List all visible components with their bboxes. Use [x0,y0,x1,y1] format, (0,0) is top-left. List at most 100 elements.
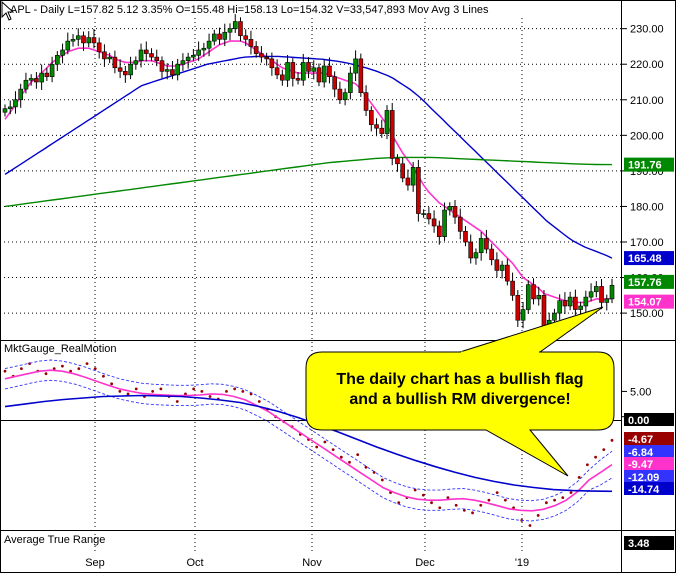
candle [44,67,50,81]
candle-body [23,79,29,90]
realmotion-point [495,491,499,494]
candle [457,208,463,240]
realmotion-point [421,493,425,497]
realmotion-point [85,362,89,365]
candle [248,30,254,55]
candle [18,83,23,108]
candle [107,52,112,64]
candle-body [452,206,458,218]
realmotion-point [126,392,130,396]
candle-body [248,39,254,47]
candle [410,162,416,192]
realmotion-point [430,501,433,505]
candle [316,63,322,87]
candle [39,64,44,90]
realmotion-point [93,367,97,371]
candle-body [536,295,542,300]
realmotion-point [585,463,589,467]
candle [300,53,306,86]
candle-body [463,231,468,243]
candle [49,56,55,83]
candle [321,59,327,88]
realmotion-point [208,395,212,398]
candle [259,46,264,63]
candle-body [379,127,385,134]
realmotion-point [413,488,417,492]
candle [70,34,76,47]
candle [489,243,494,266]
realmotion-point [348,460,351,464]
candle-body [201,47,207,51]
price-value-badges: 191.76 165.48 157.76 154.07 [624,157,674,309]
candle [212,29,217,46]
candle-body [264,56,269,60]
price-tick-label: 220.00 [630,59,664,71]
realmotion-point [331,448,335,451]
candle [154,49,160,67]
candle [238,17,243,42]
realmotion-point [339,455,343,459]
candle [253,41,259,58]
value-badge: -4.67 [624,432,674,446]
candle [102,44,107,67]
candle-body [588,291,594,298]
candle-body [478,238,484,253]
candle [557,294,562,320]
candle [75,28,81,47]
realmotion-point [372,470,376,474]
candle [55,51,60,71]
candle-body [400,163,405,179]
candle-body [342,92,348,101]
realmotion-point [610,438,614,442]
value-badge-bg [624,413,674,426]
atr-panel: Average True Range 3.48 [4,534,674,550]
candle [426,207,432,225]
x-tick-label: Nov [302,557,322,569]
realmotion-point [438,506,442,510]
candle-body [227,28,233,33]
candle [609,278,615,304]
realmotion-point [200,390,204,393]
candle [7,100,13,115]
value-badge-label: 191.76 [628,160,662,172]
realmotion-point [471,511,474,515]
value-badge-bg [624,470,674,483]
value-badge: -14.74 [624,482,674,496]
candle [285,54,290,87]
candle [431,210,437,233]
candle [290,58,296,87]
candle-body [609,285,615,300]
value-badge-label: 0.00 [628,415,649,427]
candle [515,290,521,327]
realmotion-point [159,387,163,391]
candle-body [311,67,317,72]
candle [13,91,18,114]
candle [327,57,332,84]
value-badge-bg [624,482,674,495]
candle-body [7,106,13,109]
candle-body [55,55,60,65]
x-axis: Sep Oct Nov Dec '19 [85,557,529,569]
value-badge: -6.84 [624,445,674,459]
candle-body [321,65,327,83]
value-badge-bg [624,432,674,445]
realmotion-point [454,503,458,507]
candle [437,220,442,245]
candle [342,88,348,106]
realmotion-point [134,387,138,391]
candle [123,66,128,83]
candle [389,102,395,166]
candle [484,229,489,254]
candle-body [327,65,332,77]
candle [374,118,379,137]
candle [28,74,34,86]
value-badge-label: -12.09 [628,472,659,484]
candle [363,85,369,116]
price-tick-label: 230.00 [630,24,664,36]
realmotion-point [44,372,48,376]
candle [562,292,568,314]
value-badge-label: -14.74 [628,484,660,496]
candle [264,52,269,66]
realmotion-point [364,465,368,469]
